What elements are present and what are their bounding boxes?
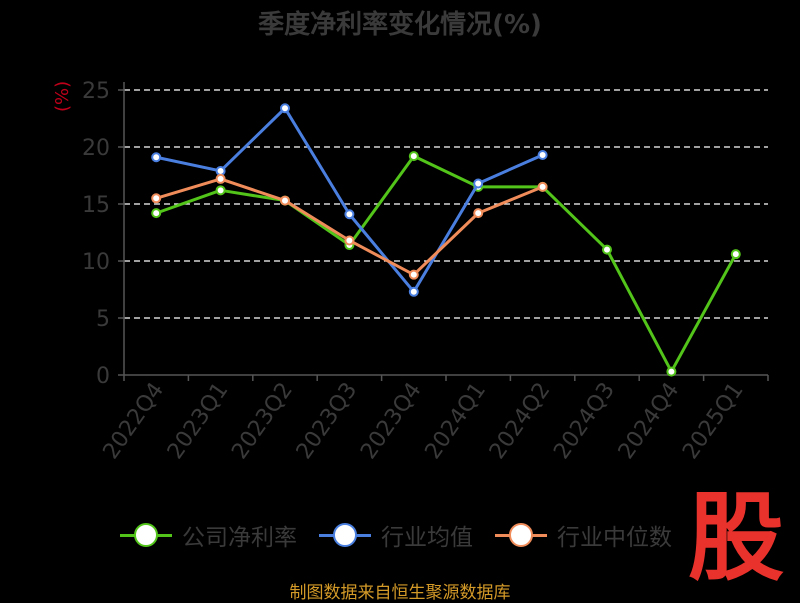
x-tick-label: 2023Q3 [292,378,363,464]
chart-legend: 公司净利率 行业均值 行业中位数 [120,518,694,552]
y-tick-label: 10 [82,250,110,275]
x-tick-label: 2023Q1 [163,378,234,464]
data-point [215,185,226,196]
legend-swatch-icon [120,523,172,547]
data-point [151,152,162,163]
legend-label: 行业中位数 [557,525,672,551]
chart-title: 季度净利率变化情况(%) [258,10,542,40]
y-tick-label: 15 [82,193,110,218]
data-point [215,165,226,176]
x-tick-label: 2024Q2 [485,378,556,464]
data-point [215,173,226,184]
x-tick-label: 2025Q1 [678,378,749,464]
series-line [155,154,738,374]
logo-stamp: 股 [688,482,784,594]
x-tick-label: 2022Q4 [99,378,170,464]
legend-label: 公司净利率 [182,525,297,551]
x-tick-label: 2024Q1 [421,378,492,464]
legend-swatch-icon [495,523,547,547]
data-point [280,103,290,114]
x-tick-label: 2023Q2 [227,378,298,464]
x-tick-label: 2023Q4 [356,378,427,464]
data-point [537,149,548,160]
legend-label: 行业均值 [381,525,473,551]
data-point [473,208,484,219]
legend-dot [509,523,533,547]
data-point [151,208,162,219]
data-point [537,181,548,192]
data-point [730,249,741,260]
y-tick-label: 5 [96,307,110,332]
data-source-note: 制图数据来自恒生聚源数据库 [289,583,511,603]
legend-item-industry-mean[interactable]: 行业均值 [319,518,473,552]
data-point [280,195,290,206]
data-point [344,235,355,246]
legend-dot [333,523,357,547]
y-tick-label: 25 [82,79,110,104]
data-point [408,286,419,297]
data-point [408,151,419,162]
y-tick-label: 20 [82,136,110,161]
data-point [151,193,162,204]
legend-dot [134,523,158,547]
series-line [155,106,544,294]
data-point [602,244,612,255]
data-point [408,269,419,280]
legend-item-company-net-margin[interactable]: 公司净利率 [120,518,297,552]
data-point [473,178,484,189]
legend-item-industry-median[interactable]: 行业中位数 [495,518,672,552]
legend-swatch-icon [319,523,371,547]
data-point [666,366,677,377]
y-tick-label: 0 [96,364,110,389]
data-point [344,209,355,220]
x-tick-label: 2024Q3 [549,378,620,464]
x-tick-label: 2024Q4 [614,378,685,464]
